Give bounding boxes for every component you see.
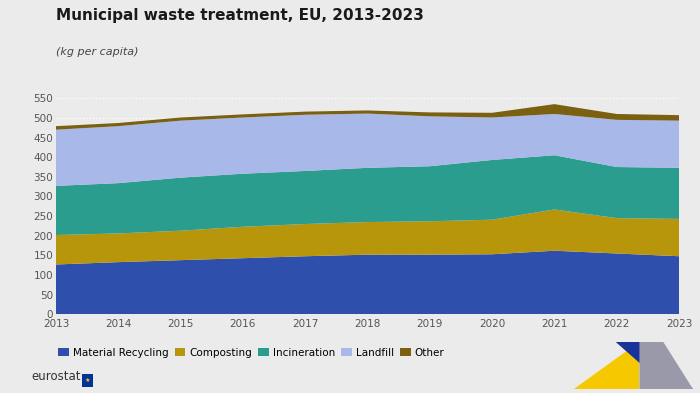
Polygon shape [574, 342, 640, 389]
Polygon shape [616, 342, 693, 389]
Text: Municipal waste treatment, EU, 2013-2023: Municipal waste treatment, EU, 2013-2023 [56, 8, 424, 23]
Polygon shape [640, 342, 693, 389]
Text: ★: ★ [85, 378, 90, 383]
Text: eurostat: eurostat [32, 370, 81, 383]
Text: (kg per capita): (kg per capita) [56, 47, 139, 57]
Legend: Material Recycling, Composting, Incineration, Landfill, Other: Material Recycling, Composting, Incinera… [58, 348, 445, 358]
